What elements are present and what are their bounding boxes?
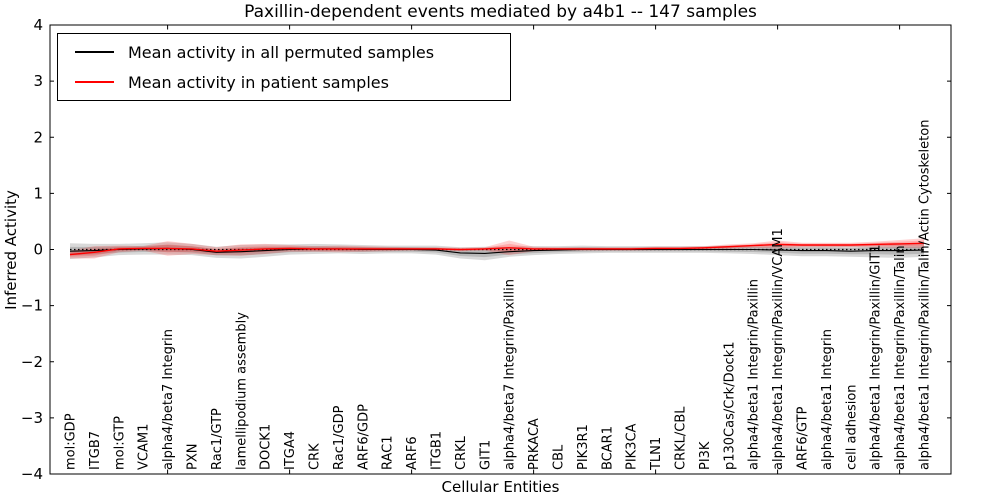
x-tick-label: ARF6/GTP: [796, 406, 811, 470]
series-permuted-line: [69, 247, 925, 254]
x-tick-label: alpha4/beta1 Integrin/Paxillin/VCAM1: [771, 228, 786, 470]
x-tick-label: ITGB1: [430, 431, 445, 470]
x-tick-label: PI3K: [698, 441, 713, 470]
x-tick-label: ARF6/GDP: [356, 404, 371, 470]
x-tick-label: RAC1: [381, 435, 396, 470]
x-tick-label: alpha4/beta1 Integrin: [820, 329, 835, 470]
x-tick-label: CRK: [308, 443, 323, 470]
y-axis-label: Inferred Activity: [2, 190, 20, 310]
legend-label-permuted: Mean activity in all permuted samples: [128, 42, 435, 62]
x-tick-label: VCAM1: [137, 424, 152, 470]
y-tick-label: 3: [33, 72, 43, 90]
x-tick-label: TLN1: [649, 437, 664, 471]
legend: Mean activity in all permuted samples Me…: [57, 33, 511, 101]
y-tick-label: 4: [33, 16, 43, 34]
x-tick-label: CBL: [552, 444, 567, 470]
x-tick-label: lamellipodium assembly: [234, 312, 249, 470]
x-tick-label: alpha4/beta7 Integrin/Paxillin: [503, 279, 518, 470]
y-tick-label: −1: [21, 297, 43, 315]
x-tick-label: ITGA4: [283, 431, 298, 470]
x-tick-label: GIT1: [478, 440, 493, 470]
x-tick-label: ITGB7: [88, 431, 103, 470]
y-tick-label: 0: [33, 241, 43, 259]
chart-title: Paxillin-dependent events mediated by a4…: [244, 2, 757, 22]
y-tick-label: 1: [33, 184, 43, 202]
x-tick-label: p130Cas/Crk/Dock1: [722, 341, 737, 470]
x-tick-label: CRKL: [454, 435, 469, 470]
x-tick-label: PIK3CA: [625, 423, 640, 470]
x-tick-label: Rac1/GTP: [210, 408, 225, 470]
x-tick-label: mol:GTP: [112, 416, 127, 470]
y-tick-label: −2: [21, 353, 43, 371]
x-tick-label: alpha4/beta1 Integrin/Paxillin/GIT1: [869, 244, 884, 470]
y-tick-label: 2: [33, 128, 43, 146]
x-tick-label: ARF6: [405, 436, 420, 470]
series-permuted-band: [70, 242, 924, 261]
x-tick-label: mol:GDP: [64, 413, 79, 470]
y-tick-label: −3: [21, 409, 43, 427]
legend-line-sample-permuted: [75, 51, 114, 53]
x-tick-label: alpha4/beta1 Integrin/Paxillin/Talin/Act…: [918, 120, 933, 470]
x-tick-label: alpha4/beta1 Integrin/Paxillin: [747, 279, 762, 470]
legend-item-patient: Mean activity in patient samples: [58, 68, 510, 96]
x-tick-label: alpha4/beta7 Integrin: [161, 329, 176, 470]
x-tick-label: BCAR1: [600, 426, 615, 470]
x-tick-label: cell adhesion: [844, 384, 859, 470]
x-tick-label: CRKL/CBL: [674, 406, 689, 470]
x-axis-label: Cellular Entities: [441, 478, 560, 496]
x-tick-label: PIK3R1: [576, 424, 591, 470]
legend-item-permuted: Mean activity in all permuted samples: [58, 38, 510, 66]
legend-label-patient: Mean activity in patient samples: [128, 72, 389, 92]
x-tick-label: Rac1/GDP: [332, 405, 347, 470]
y-tick-label: −4: [21, 465, 43, 483]
series-patient-line: [69, 242, 925, 256]
x-tick-label: PRKACA: [527, 418, 542, 470]
x-tick-label: alpha4/beta1 Integrin/Paxillin/Talin: [893, 245, 908, 470]
x-tick-label: PXN: [186, 444, 201, 470]
x-tick-label: DOCK1: [259, 424, 274, 470]
legend-line-sample-patient: [75, 81, 114, 83]
